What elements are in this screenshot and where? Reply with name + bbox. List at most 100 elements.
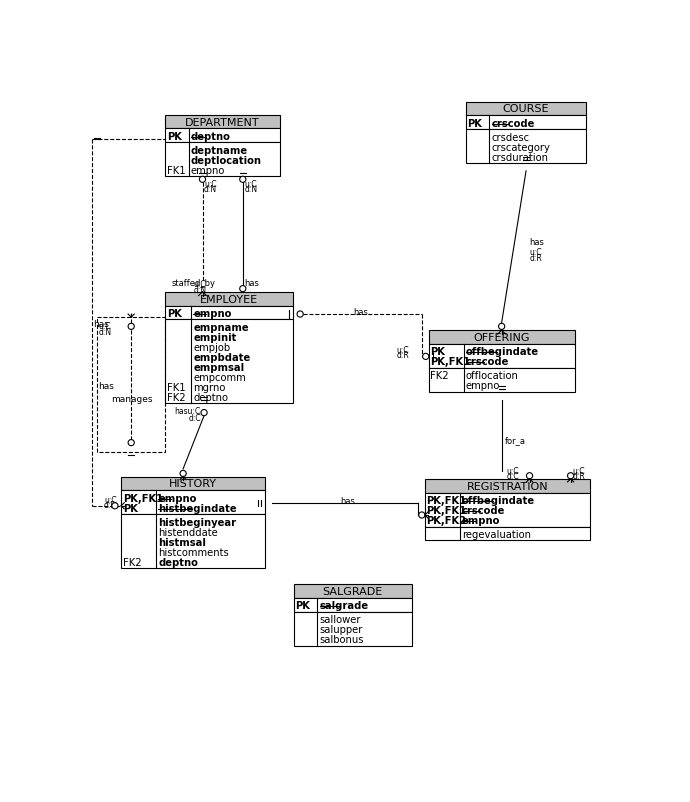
Text: d:N: d:N <box>193 286 206 294</box>
Circle shape <box>112 503 118 509</box>
Bar <box>166 143 280 177</box>
Text: offbegindate: offbegindate <box>462 496 535 505</box>
Bar <box>166 306 293 320</box>
Bar <box>121 515 264 569</box>
Text: REGISTRATION: REGISTRATION <box>466 481 549 491</box>
Text: empno: empno <box>158 493 197 503</box>
Text: deptno: deptno <box>193 392 228 403</box>
Text: regevaluation: regevaluation <box>462 529 531 539</box>
Circle shape <box>499 324 505 330</box>
Text: has: has <box>98 382 114 391</box>
Circle shape <box>239 177 246 183</box>
Text: salupper: salupper <box>319 625 363 634</box>
Text: has: has <box>93 320 109 329</box>
Text: FK2: FK2 <box>123 557 141 567</box>
Text: sallower: sallower <box>319 614 361 625</box>
Text: has: has <box>340 496 355 505</box>
Circle shape <box>128 324 135 330</box>
Bar <box>466 103 586 116</box>
Text: crscode: crscode <box>462 505 506 516</box>
Circle shape <box>567 473 573 480</box>
Text: u:C: u:C <box>204 180 217 188</box>
Text: deptname: deptname <box>191 145 248 156</box>
Text: FK2: FK2 <box>167 392 186 403</box>
Text: deptlocation: deptlocation <box>191 156 262 165</box>
Text: histbegindate: histbegindate <box>158 503 237 513</box>
Text: PK: PK <box>123 503 137 513</box>
Text: PK: PK <box>167 309 181 318</box>
Text: u:C: u:C <box>506 466 519 475</box>
Circle shape <box>128 440 135 446</box>
Circle shape <box>297 311 303 318</box>
Text: deptno: deptno <box>158 557 198 567</box>
Text: empinit: empinit <box>193 332 237 342</box>
Text: PK,FK1: PK,FK1 <box>426 496 466 505</box>
Text: histbeginyear: histbeginyear <box>158 517 237 527</box>
Text: FK1: FK1 <box>167 383 186 392</box>
Bar <box>121 491 264 515</box>
Text: u:C: u:C <box>529 247 542 257</box>
Bar <box>294 612 412 646</box>
Text: PK,FK1: PK,FK1 <box>431 357 471 367</box>
Text: manages: manages <box>111 395 152 403</box>
Text: d:N: d:N <box>204 184 217 193</box>
Text: empmsal: empmsal <box>193 363 244 372</box>
Text: hasu:C: hasu:C <box>175 407 201 416</box>
Text: salgrade: salgrade <box>319 601 368 610</box>
Bar <box>166 320 293 404</box>
Text: crsduration: crsduration <box>491 152 549 162</box>
Bar <box>166 293 293 306</box>
Text: u:C: u:C <box>244 180 257 188</box>
Circle shape <box>526 473 533 480</box>
Text: d:N: d:N <box>244 184 257 193</box>
Bar <box>428 368 575 392</box>
Text: empno: empno <box>193 309 232 318</box>
Text: DEPARTMENT: DEPARTMENT <box>186 117 260 128</box>
Bar <box>428 330 575 345</box>
Text: crsdesc: crsdesc <box>491 132 530 143</box>
Text: u:C: u:C <box>193 280 206 289</box>
Text: for_a: for_a <box>505 435 526 445</box>
Text: staffed_by: staffed_by <box>172 278 215 287</box>
Text: FK1: FK1 <box>167 165 186 176</box>
Bar <box>294 585 412 598</box>
Text: offlocation: offlocation <box>466 371 519 381</box>
Text: empjob: empjob <box>193 342 230 352</box>
Text: d:C: d:C <box>188 413 201 422</box>
Text: deptno: deptno <box>191 132 230 142</box>
Text: has: has <box>244 278 259 287</box>
Text: offbegindate: offbegindate <box>466 347 539 357</box>
Circle shape <box>422 354 428 360</box>
Text: u:C: u:C <box>396 346 409 354</box>
Text: d:N: d:N <box>99 328 112 337</box>
Text: PK,FK1: PK,FK1 <box>123 493 163 503</box>
Bar <box>294 598 412 612</box>
Circle shape <box>199 177 206 183</box>
Text: PK,FK1: PK,FK1 <box>426 505 466 516</box>
Text: u:C: u:C <box>99 322 111 330</box>
Text: PK,FK2: PK,FK2 <box>426 516 466 525</box>
Bar <box>166 115 280 129</box>
Text: d:R: d:R <box>529 253 542 262</box>
Text: d:R: d:R <box>396 350 409 360</box>
Text: FK2: FK2 <box>431 371 449 381</box>
Text: PK: PK <box>167 132 181 142</box>
Text: crscode: crscode <box>491 119 535 128</box>
Text: has: has <box>529 238 544 247</box>
Bar <box>166 129 280 143</box>
Circle shape <box>239 286 246 293</box>
Text: empname: empname <box>193 322 249 332</box>
Text: PK: PK <box>431 347 445 357</box>
Text: crscategory: crscategory <box>491 143 551 152</box>
Bar <box>97 318 166 452</box>
Bar <box>425 493 590 527</box>
Text: d:R: d:R <box>572 472 585 480</box>
Text: COURSE: COURSE <box>503 104 549 115</box>
Text: empno: empno <box>466 381 500 391</box>
Circle shape <box>419 512 425 518</box>
Text: PK: PK <box>295 601 310 610</box>
Bar <box>121 477 264 491</box>
Text: empno: empno <box>462 516 500 525</box>
Text: EMPLOYEE: EMPLOYEE <box>200 294 258 304</box>
Text: histcomments: histcomments <box>158 547 229 557</box>
